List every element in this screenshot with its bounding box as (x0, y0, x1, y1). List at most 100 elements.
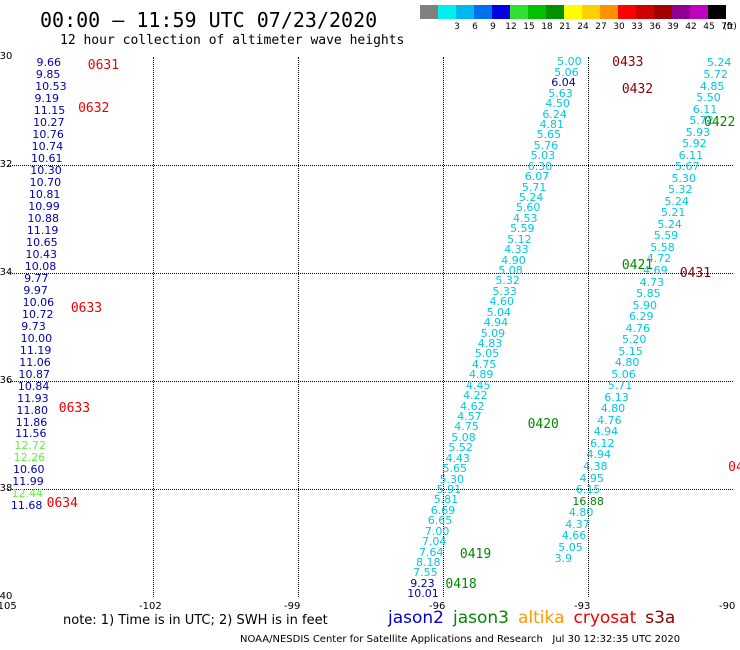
wave-height-value: 4.37 (565, 517, 590, 531)
scale-label: 18 (541, 22, 553, 32)
wave-height-value: 6.11 (692, 102, 718, 116)
wave-height-value: 9.77 (24, 271, 49, 285)
lon-tick-label: -105 (0, 601, 17, 612)
wave-height-value: 10.06 (22, 295, 55, 309)
units-note: note: 1) Time is in UTC; 2) SWH is in fe… (63, 613, 328, 628)
lon-tick-label: -99 (284, 601, 301, 612)
wave-height-value: 5.52 (448, 441, 473, 455)
wave-height-value: 5.91 (436, 483, 462, 496)
wave-height-value: 4.69 (643, 263, 668, 277)
wave-height-value: 4.83 (477, 336, 503, 350)
scale-label: 42 (685, 22, 697, 32)
legend-cryosat: cryosat (573, 608, 637, 628)
pass-time-label: 0421 (621, 257, 654, 273)
scale-swatch (654, 5, 672, 19)
wave-height-value: 11.93 (17, 391, 49, 405)
wave-height-value: 4.80 (614, 356, 640, 370)
wave-height-value: 4.94 (483, 316, 509, 330)
wave-height-value: 5.05 (474, 347, 500, 361)
wave-height-value: 5.85 (636, 287, 661, 301)
scale-label: 70 (721, 22, 733, 32)
lat-tick-label: -38 (0, 483, 13, 494)
grid-line-lon (443, 57, 444, 597)
wave-height-value: 4.80 (600, 402, 626, 416)
lat-tick-label: -30 (0, 51, 13, 62)
wave-height-value: 5.32 (495, 274, 520, 288)
lat-tick-label: -36 (0, 375, 13, 386)
wave-height-value: 4.95 (579, 471, 604, 485)
wave-height-value: 5.71 (521, 180, 547, 194)
legend-jason3: jason3 (453, 608, 509, 628)
wave-height-value: 9.85 (35, 68, 61, 82)
lon-tick-label: -90 (719, 601, 736, 612)
wave-height-value: 8.18 (416, 556, 441, 569)
wave-height-value: 9.73 (21, 319, 46, 333)
wave-height-value: 4.60 (489, 295, 515, 309)
wave-height-value: 10.43 (25, 247, 57, 261)
scale-swatch (438, 5, 456, 19)
wave-height-value: 4.66 (561, 529, 587, 543)
wave-height-value: 5.24 (664, 194, 689, 208)
wave-height-value: 4.45 (466, 378, 491, 392)
pass-time-label: 0433 (612, 55, 644, 71)
wave-height-value: 5.06 (611, 367, 636, 381)
wave-height-value: 5.30 (439, 472, 465, 486)
wave-height-value: 3.9 (554, 552, 573, 566)
wave-height-value: 10.30 (30, 164, 62, 178)
wave-height-value: 11.15 (33, 104, 66, 118)
wave-height-value: 10.74 (31, 140, 64, 154)
wave-height-value: 10.00 (20, 331, 53, 345)
scale-label: 6 (472, 22, 478, 32)
wave-height-value: 5.81 (433, 493, 459, 507)
wave-height-value: 4.33 (504, 243, 529, 257)
wave-height-value: 4.75 (471, 357, 497, 371)
wave-height-value: 4.43 (445, 451, 470, 465)
wave-height-value: 10.61 (30, 152, 63, 166)
wave-height-value: 5.72 (689, 114, 714, 128)
wave-height-value: 4.85 (699, 79, 725, 93)
scale-label: 45 (703, 22, 715, 32)
scale-swatch (474, 5, 492, 19)
wave-height-value: 5.08 (498, 263, 523, 277)
wave-height-value: 5.65 (442, 462, 468, 476)
wave-height-value: 5.33 (492, 284, 517, 298)
wave-height-value: 4.62 (460, 399, 485, 413)
wave-height-value: 5.24 (657, 217, 682, 231)
pass-time-label: 0431 (679, 266, 712, 281)
pass-time-label: 0631 (87, 58, 120, 74)
wave-height-value: 4.73 (639, 275, 665, 289)
wave-height-value: 10.99 (28, 200, 60, 214)
scale-swatch (618, 5, 636, 19)
wave-height-value: 10.88 (27, 212, 60, 226)
wave-height-value: 4.57 (457, 410, 482, 423)
pass-time-label: 0634 (46, 495, 78, 511)
wave-height-value: 16.88 (572, 494, 604, 508)
wave-height-value: 6.65 (427, 514, 453, 528)
wave-height-value: 10.76 (32, 128, 64, 142)
wave-height-value: 11.80 (16, 403, 48, 417)
legend-jason2: jason2 (388, 608, 444, 628)
wave-height-value: 11.68 (10, 499, 43, 513)
wave-height-value: 10.01 (407, 587, 439, 601)
wave-height-value: 4.94 (593, 425, 619, 439)
wave-height-value: 4.50 (545, 97, 570, 111)
lon-tick-label: -102 (139, 601, 162, 612)
scale-swatch (600, 5, 618, 19)
page-subtitle: 12 hour collection of altimeter wave hei… (60, 33, 405, 48)
lat-tick-label: -34 (0, 267, 13, 278)
wave-height-value: 10.81 (28, 188, 61, 202)
wave-height-value: 5.24 (518, 190, 544, 204)
grid-line-lon (153, 57, 154, 597)
wave-height-value: 9.19 (34, 92, 59, 106)
scale-label: 21 (559, 22, 571, 32)
wave-height-value: 5.12 (507, 232, 532, 246)
wave-height-value: 4.76 (625, 321, 650, 335)
scale-label: 3 (454, 22, 460, 32)
pass-time-label: 0418 (445, 576, 477, 592)
wave-height-value: 5.32 (667, 183, 693, 197)
wave-height-value: 5.21 (660, 206, 686, 220)
wave-height-value: 5.76 (533, 138, 559, 152)
satellite-legend: jason2 jason3 altika cryosat s3a (388, 608, 684, 628)
wave-height-value: 4.80 (568, 506, 594, 520)
